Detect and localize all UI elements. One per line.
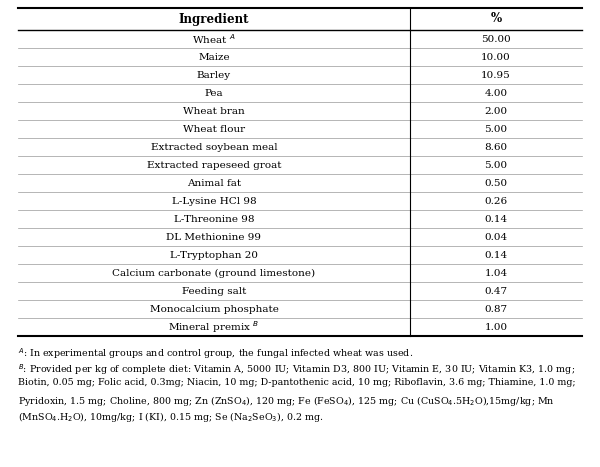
Text: $^A$: In experimental groups and control group, the fungal infected wheat was us: $^A$: In experimental groups and control… [18, 346, 413, 361]
Text: Ingredient: Ingredient [179, 13, 249, 26]
Text: Extracted rapeseed groat: Extracted rapeseed groat [147, 161, 281, 170]
Text: 1.04: 1.04 [484, 269, 508, 277]
Text: 5.00: 5.00 [484, 125, 508, 134]
Text: 0.47: 0.47 [484, 286, 508, 296]
Text: Mineral premix $^B$: Mineral premix $^B$ [169, 319, 260, 335]
Text: L-Lysine HCl 98: L-Lysine HCl 98 [172, 197, 256, 205]
Text: Animal fat: Animal fat [187, 178, 241, 187]
Text: Wheat $^A$: Wheat $^A$ [192, 32, 236, 46]
Text: Pea: Pea [205, 89, 223, 98]
Text: Wheat bran: Wheat bran [183, 106, 245, 115]
Text: 4.00: 4.00 [484, 89, 508, 98]
Text: Monocalcium phosphate: Monocalcium phosphate [149, 304, 278, 313]
Text: $^B$: Provided per kg of complete diet: Vitamin A, 5000 IU; Vitamin D3, 800 IU; : $^B$: Provided per kg of complete diet: … [18, 362, 575, 376]
Text: L-Tryptophan 20: L-Tryptophan 20 [170, 250, 258, 260]
Text: DL Methionine 99: DL Methionine 99 [166, 233, 262, 241]
Text: 10.00: 10.00 [481, 52, 511, 62]
Text: Biotin, 0.05 mg; Folic acid, 0.3mg; Niacin, 10 mg; D-pantothenic acid, 10 mg; Ri: Biotin, 0.05 mg; Folic acid, 0.3mg; Niac… [18, 378, 575, 387]
Text: 50.00: 50.00 [481, 35, 511, 43]
Text: Barley: Barley [197, 71, 231, 79]
Text: Maize: Maize [198, 52, 230, 62]
Text: 0.87: 0.87 [484, 304, 508, 313]
Text: Calcium carbonate (ground limestone): Calcium carbonate (ground limestone) [112, 269, 316, 277]
Text: 0.14: 0.14 [484, 214, 508, 224]
Text: L-Threonine 98: L-Threonine 98 [174, 214, 254, 224]
Text: 2.00: 2.00 [484, 106, 508, 115]
Text: 1.00: 1.00 [484, 323, 508, 332]
Text: 8.60: 8.60 [484, 142, 508, 151]
Text: 10.95: 10.95 [481, 71, 511, 79]
Text: 0.26: 0.26 [484, 197, 508, 205]
Text: 5.00: 5.00 [484, 161, 508, 170]
Text: Extracted soybean meal: Extracted soybean meal [151, 142, 277, 151]
Text: 0.14: 0.14 [484, 250, 508, 260]
Text: Pyridoxin, 1.5 mg; Choline, 800 mg; Zn (ZnSO$_4$), 120 mg; Fe (FeSO$_4$), 125 mg: Pyridoxin, 1.5 mg; Choline, 800 mg; Zn (… [18, 394, 555, 408]
Text: 0.50: 0.50 [484, 178, 508, 187]
Text: %: % [490, 13, 502, 26]
Text: (MnSO$_4$.H$_2$O), 10mg/kg; I (KI), 0.15 mg; Se (Na$_2$SeO$_3$), 0.2 mg.: (MnSO$_4$.H$_2$O), 10mg/kg; I (KI), 0.15… [18, 410, 323, 424]
Text: Wheat flour: Wheat flour [183, 125, 245, 134]
Text: 0.04: 0.04 [484, 233, 508, 241]
Text: Feeding salt: Feeding salt [182, 286, 246, 296]
